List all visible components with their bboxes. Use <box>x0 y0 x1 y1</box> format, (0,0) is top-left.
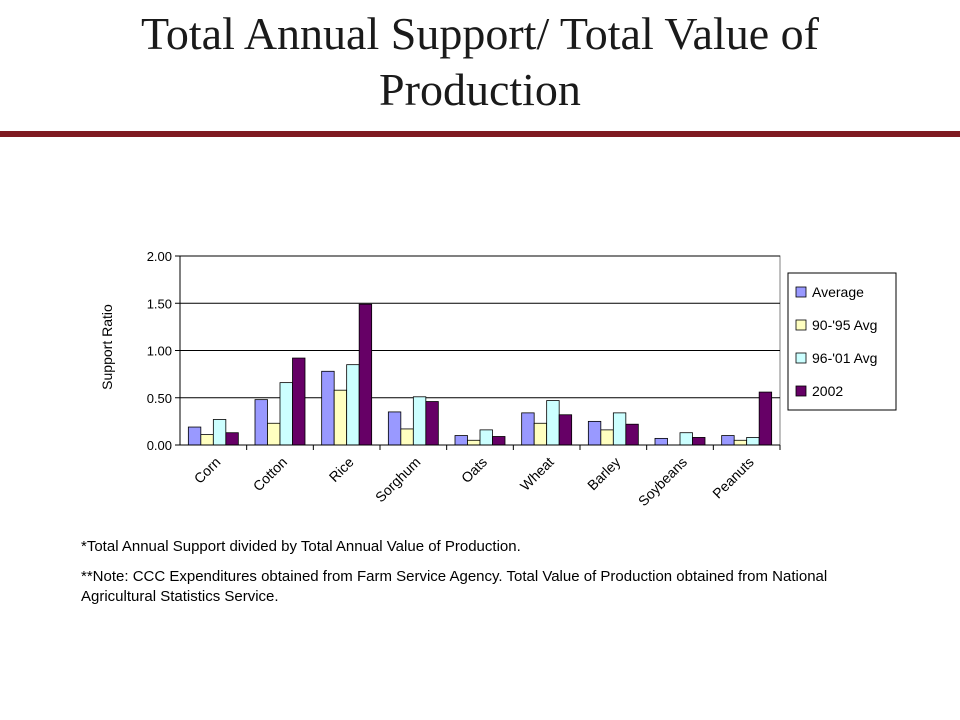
x-tick-label: Cotton <box>250 454 290 494</box>
legend-label: Average <box>812 284 864 300</box>
bar-soybeans-0 <box>654 437 668 446</box>
x-tick-label: Corn <box>191 454 224 487</box>
bar-rice-3 <box>358 303 373 446</box>
y-tick-label: 2.00 <box>147 249 172 264</box>
bar-barley-3 <box>625 423 639 446</box>
bar-sorghum-1 <box>400 428 414 446</box>
legend-label: 90-'95 Avg <box>812 317 877 333</box>
footnote-total-support: *Total Annual Support divided by Total A… <box>81 538 521 555</box>
bar-cotton-2 <box>279 382 293 446</box>
x-tick-label: Oats <box>458 454 490 486</box>
y-tick-label: 0.50 <box>147 391 172 406</box>
bar-barley-0 <box>587 420 602 446</box>
bar-oats-1 <box>467 439 481 446</box>
bar-barley-2 <box>612 412 627 446</box>
slide-title: Total Annual Support/ Total Value of Pro… <box>141 8 819 115</box>
legend: Average 90-'95 Avg 96-'01 Avg 2002 <box>787 272 897 411</box>
legend-swatch <box>795 286 807 298</box>
bar-soybeans-3 <box>692 437 706 446</box>
legend-swatch <box>795 352 807 364</box>
legend-swatch <box>795 319 807 331</box>
legend-swatch <box>795 385 807 397</box>
bar-cotton-3 <box>292 357 306 446</box>
y-axis-label: Support Ratio <box>99 304 115 390</box>
y-tick-label: 1.50 <box>147 296 172 311</box>
bar-peanuts-3 <box>758 391 773 446</box>
bar-soybeans-2 <box>679 432 693 446</box>
bar-sorghum-3 <box>425 401 439 446</box>
bar-wheat-1 <box>533 422 548 446</box>
bar-wheat-3 <box>558 414 573 446</box>
footnote-data-sources: **Note: CCC Expenditures obtained from F… <box>81 568 828 605</box>
x-tick-label: Barley <box>584 454 623 493</box>
bar-sorghum-0 <box>387 411 402 446</box>
bar-rice-0 <box>321 370 335 446</box>
bar-oats-3 <box>492 436 506 446</box>
bar-corn-0 <box>187 426 202 446</box>
x-tick-label: Peanuts <box>709 454 757 502</box>
bar-oats-2 <box>479 429 493 446</box>
bar-corn-1 <box>200 434 214 446</box>
bar-barley-1 <box>600 429 614 446</box>
bar-peanuts-0 <box>721 435 735 446</box>
bar-wheat-2 <box>546 400 560 446</box>
bar-rice-2 <box>346 364 360 446</box>
y-tick-label: 1.00 <box>147 344 172 359</box>
bar-corn-2 <box>212 419 227 446</box>
bar-corn-3 <box>225 432 239 446</box>
bar-peanuts-2 <box>746 437 760 446</box>
bar-oats-0 <box>454 435 468 446</box>
x-tick-label: Wheat <box>517 454 557 494</box>
bar-peanuts-1 <box>733 439 748 446</box>
x-tick-label: Soybeans <box>635 454 690 509</box>
bar-cotton-1 <box>267 422 281 446</box>
title-rule <box>0 131 960 137</box>
legend-label: 2002 <box>812 383 843 399</box>
plot-area: 0.00 0.50 1.00 1.50 2.00 Corn Cotton Rice Sorghu… <box>147 249 781 509</box>
bar-cotton-0 <box>254 399 268 446</box>
x-tick-label: Sorghum <box>372 454 423 505</box>
x-tick-label: Rice <box>326 454 357 485</box>
legend-label: 96-'01 Avg <box>812 350 877 366</box>
bar-sorghum-2 <box>412 396 427 446</box>
bar-wheat-0 <box>521 412 535 446</box>
y-tick-label: 0.00 <box>147 438 172 453</box>
bar-rice-1 <box>333 389 348 446</box>
